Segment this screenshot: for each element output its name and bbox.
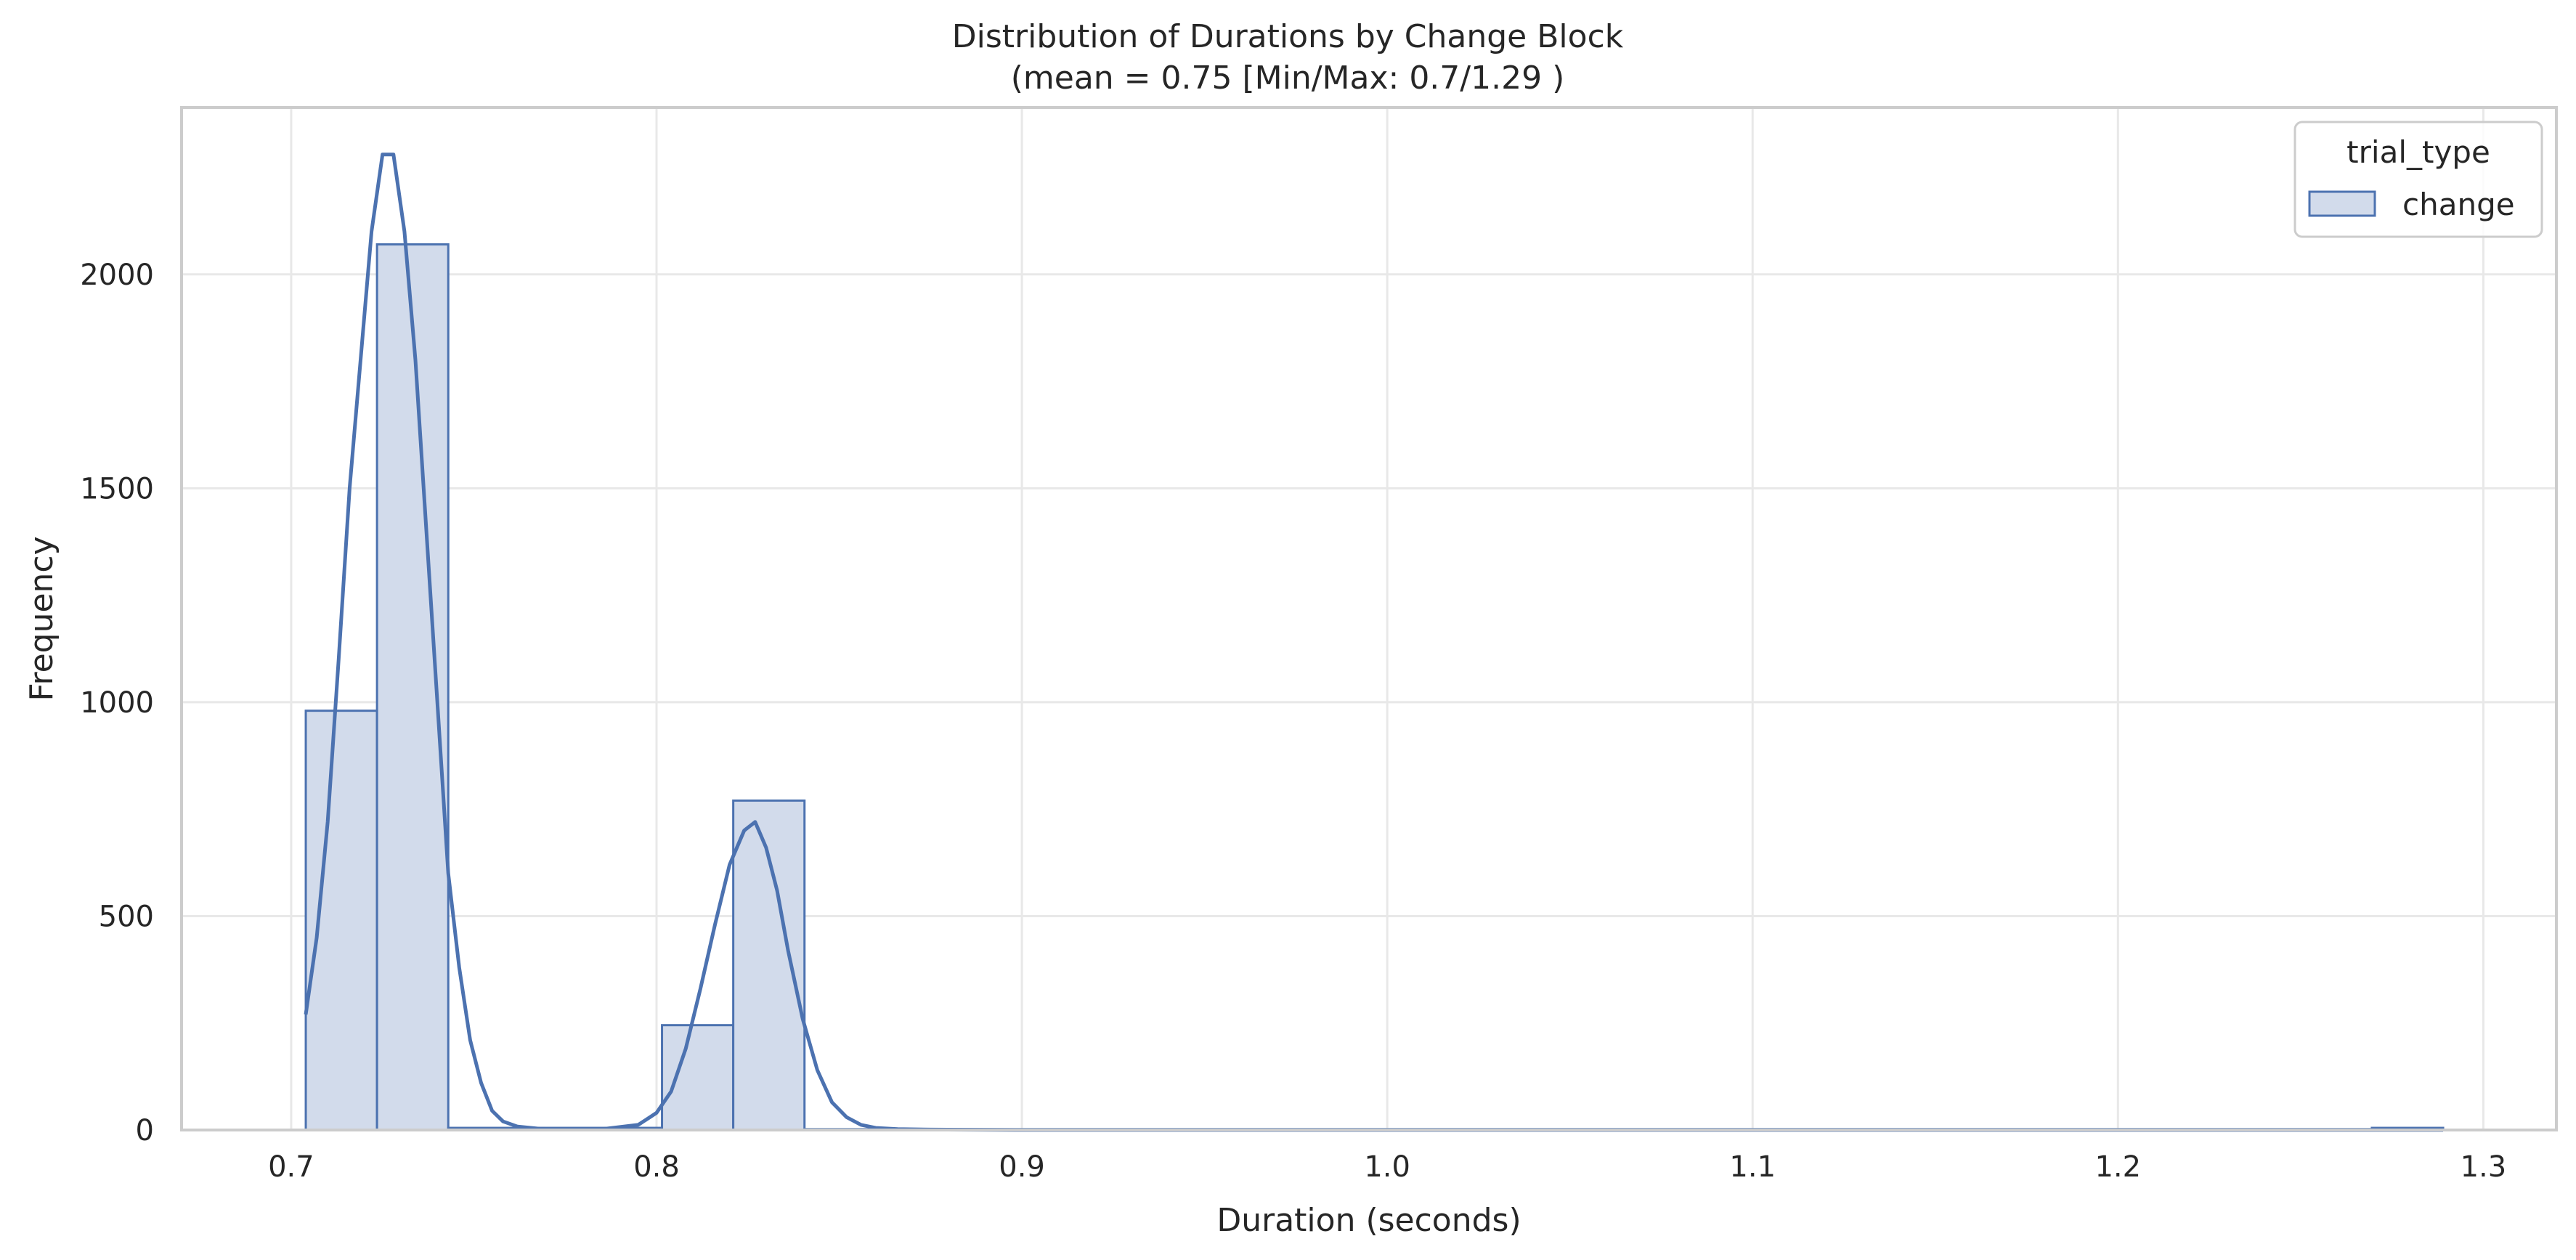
histogram-bar bbox=[732, 799, 806, 1131]
kde-layer bbox=[304, 153, 2443, 1132]
y-tick-label: 2000 bbox=[80, 259, 154, 292]
chart-subtitle: (mean = 0.75 [Min/Max: 0.7/1.29 ) bbox=[1011, 60, 1565, 97]
x-axis-label: Duration (seconds) bbox=[1216, 1202, 1521, 1239]
x-tick-labels: 0.7 0.8 0.9 1.0 1.1 1.2 1.3 bbox=[268, 1150, 2506, 1184]
legend-entry-change: change bbox=[2402, 187, 2515, 222]
x-tick-label: 1.2 bbox=[2094, 1150, 2141, 1184]
y-axis-label: Frequency bbox=[23, 536, 60, 701]
kde-line bbox=[304, 153, 2443, 1132]
plot-frame bbox=[180, 106, 2558, 1131]
x-tick-label: 0.8 bbox=[633, 1150, 680, 1184]
histogram-bar bbox=[304, 710, 378, 1131]
x-tick-label: 0.7 bbox=[268, 1150, 314, 1184]
grid-layer bbox=[182, 107, 2556, 1131]
x-tick-label: 1.3 bbox=[2461, 1150, 2507, 1184]
y-tick-label: 1000 bbox=[80, 686, 154, 720]
legend-swatch-change bbox=[2308, 190, 2376, 217]
legend: trial_type change bbox=[2293, 121, 2543, 238]
x-tick-label: 0.9 bbox=[999, 1150, 1045, 1184]
x-tick-label: 1.0 bbox=[1364, 1150, 1410, 1184]
y-tick-labels: 0 500 1000 1500 2000 bbox=[80, 259, 154, 1147]
y-tick-label: 500 bbox=[99, 900, 154, 933]
y-tick-label: 0 bbox=[136, 1114, 154, 1147]
histogram-bar bbox=[661, 1024, 735, 1131]
y-tick-label: 1500 bbox=[80, 472, 154, 505]
legend-title: trial_type bbox=[2347, 134, 2490, 170]
histogram-layer bbox=[304, 243, 2445, 1131]
chart-title: Distribution of Durations by Change Bloc… bbox=[952, 18, 1624, 55]
x-tick-label: 1.1 bbox=[1729, 1150, 1776, 1184]
